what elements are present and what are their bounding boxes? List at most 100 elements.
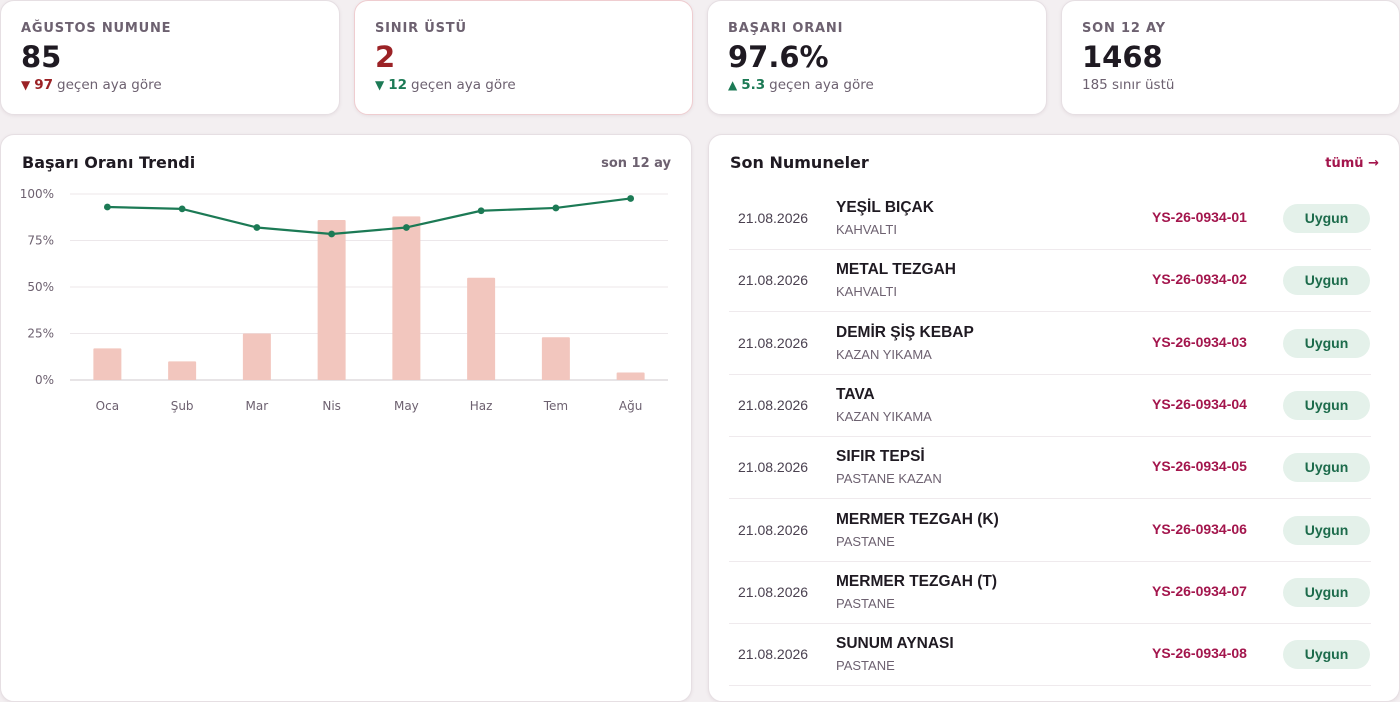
sample-code[interactable]: YS-26-0934-05 <box>1152 458 1247 475</box>
sample-row[interactable]: 21.08.2026 METAL TEZGAH KAHVALTI YS-26-0934… <box>729 250 1371 313</box>
line-point <box>552 204 560 212</box>
status-badge: Uygun <box>1283 515 1370 545</box>
sample-row[interactable]: 21.08.2026 SIFIR TEPSİ PASTANE KAZAN YS-26-… <box>729 437 1371 500</box>
x-tick-label: Tem <box>543 399 568 413</box>
sample-row[interactable]: 21.08.2026 YEŞİL BIÇAK KAHVALTI YS-26-0934-… <box>729 188 1371 250</box>
bar <box>242 333 271 380</box>
sample-date: 21.08.2026 <box>738 272 809 289</box>
bar <box>317 220 346 380</box>
kpi-delta: ▼ 97 geçen aya göre <box>21 77 319 93</box>
kpi-value: 1468 <box>1082 40 1163 74</box>
kpi-value: 97.6% <box>728 40 829 74</box>
y-tick-label: 50% <box>27 280 54 294</box>
kpi-value: 2 <box>375 40 396 74</box>
bar <box>93 348 122 380</box>
sample-name: YEŞİL BIÇAK <box>836 199 934 216</box>
kpi-delta-value: 97 <box>34 77 54 93</box>
kpi-sub: 185 sınır üstü <box>1082 77 1379 93</box>
x-tick-label: Haz <box>470 399 493 413</box>
trend-title: Başarı Oranı Trendi <box>22 153 196 172</box>
line-point <box>253 224 261 231</box>
kpi-delta-value: 5.3 <box>741 77 766 93</box>
arrow-up-icon: ▲ <box>728 78 738 92</box>
trend-period: son 12 ay <box>601 156 671 171</box>
x-tick-label: Ağu <box>619 399 642 413</box>
view-all-link[interactable]: tümü → <box>1325 156 1379 171</box>
sample-area: KAZAN YIKAMA <box>836 346 932 362</box>
sample-code[interactable]: YS-26-0934-06 <box>1152 520 1247 537</box>
sample-date: 21.08.2026 <box>738 334 809 351</box>
kpi-delta-value: 12 <box>388 77 408 93</box>
sample-row[interactable]: 21.08.2026 DEMİR ŞİŞ KEBAP KAZAN YIKAMA YS-… <box>729 313 1371 375</box>
y-tick-label: 25% <box>27 327 54 341</box>
kpi-delta-text: geçen aya göre <box>769 77 874 93</box>
kpi-card-over-limit: SINIR ÜSTÜ 2 ▼ 12 geçen aya göre <box>354 0 693 115</box>
kpi-delta-text: geçen aya göre <box>411 77 516 93</box>
x-tick-label: Nis <box>322 399 341 413</box>
kpi-sub-text: 185 sınır üstü <box>1082 77 1175 93</box>
sample-name: SUNUM AYNASI <box>836 635 954 653</box>
sample-code[interactable]: YS-26-0934-01 <box>1152 209 1247 225</box>
kpi-value: 85 <box>21 40 62 74</box>
status-badge: Uygun <box>1283 390 1370 420</box>
sample-date: 21.08.2026 <box>738 583 809 600</box>
kpi-delta-text: geçen aya göre <box>57 77 162 93</box>
sample-area: PASTANE <box>836 595 895 611</box>
sample-code[interactable]: YS-26-0934-03 <box>1152 333 1247 350</box>
line-point <box>477 207 485 215</box>
kpi-label: AĞUSTOS NUMUNE <box>21 21 172 36</box>
sample-area: KAHVALTI <box>836 284 897 300</box>
kpi-card-august-samples: AĞUSTOS NUMUNE 85 ▼ 97 geçen aya göre <box>0 0 340 115</box>
success-rate-line <box>107 197 631 236</box>
sample-date: 21.08.2026 <box>738 646 809 663</box>
samples-title: Son Numuneler <box>730 153 869 172</box>
arrow-down-icon: ▼ <box>21 78 31 92</box>
sample-code[interactable]: YS-26-0934-04 <box>1152 395 1247 412</box>
trend-chart: 0% 25% 50% 75% 100% Oca Şub Mar Nis May Haz Tem Ağu <box>20 187 668 413</box>
sample-date: 21.08.2026 <box>738 210 809 226</box>
sample-name: METAL TEZGAH <box>836 261 956 279</box>
x-tick-label: Oca <box>96 399 119 413</box>
status-badge: Uygun <box>1283 640 1370 670</box>
sample-code[interactable]: YS-26-0934-07 <box>1152 582 1247 599</box>
status-badge: Uygun <box>1283 204 1370 233</box>
y-tick-label: 0% <box>35 373 54 387</box>
sample-row[interactable]: 21.08.2026 TAVA KAZAN YIKAMA YS-26-0934-04 U… <box>729 375 1371 437</box>
sample-code[interactable]: YS-26-0934-08 <box>1152 645 1247 662</box>
sample-row[interactable]: 21.08.2026 MERMER TEZGAH (K) PASTANE YS-26-… <box>729 500 1371 562</box>
kpi-delta: ▼ 12 geçen aya göre <box>375 77 672 93</box>
kpi-card-success-rate: BAŞARI ORANI 97.6% ▲ 5.3 geçen aya göre <box>707 0 1047 115</box>
sample-date: 21.08.2026 <box>738 459 809 476</box>
status-badge: Uygun <box>1283 266 1370 296</box>
bar <box>392 216 421 380</box>
sample-date: 21.08.2026 <box>738 521 809 538</box>
y-tick-label: 75% <box>27 234 54 248</box>
sample-name: MERMER TEZGAH (K) <box>836 510 999 528</box>
sample-area: PASTANE KAZAN <box>836 471 942 487</box>
x-tick-label: May <box>394 399 419 413</box>
line-point <box>103 203 111 211</box>
status-badge: Uygun <box>1283 453 1370 483</box>
sample-name: MERMER TEZGAH (T) <box>836 572 998 590</box>
bar <box>616 372 645 380</box>
bar <box>168 361 197 380</box>
samples-panel: Son Numuneler tümü → 21.08.2026 YEŞİL BIÇ… <box>708 134 1400 702</box>
sample-date: 21.08.2026 <box>738 396 809 413</box>
kpi-delta: ▲ 5.3 geçen aya göre <box>728 77 1026 93</box>
trend-panel: Başarı Oranı Trendi son 12 ay 0% 25% 50% 75… <box>0 134 692 702</box>
line-point <box>178 205 186 213</box>
sample-area: PASTANE <box>836 533 895 549</box>
sample-name: TAVA <box>836 385 875 403</box>
sample-name: DEMİR ŞİŞ KEBAP <box>836 323 974 341</box>
sample-row[interactable]: 21.08.2026 MERMER TEZGAH (T) PASTANE YS-26-… <box>729 562 1371 624</box>
status-badge: Uygun <box>1283 577 1370 607</box>
sample-code[interactable]: YS-26-0934-02 <box>1152 271 1247 288</box>
sample-row[interactable]: 21.08.2026 SUNUM AYNASI PASTANE YS-26-0934-… <box>729 624 1371 687</box>
sample-area: KAHVALTI <box>836 222 897 237</box>
kpi-label: SON 12 AY <box>1082 21 1166 36</box>
sample-name: SIFIR TEPSİ <box>836 448 925 466</box>
sample-area: PASTANE <box>836 658 895 674</box>
sample-area: KAZAN YIKAMA <box>836 408 932 424</box>
kpi-card-last-12-months: SON 12 AY 1468 185 sınır üstü <box>1061 0 1400 115</box>
bar <box>467 277 496 380</box>
